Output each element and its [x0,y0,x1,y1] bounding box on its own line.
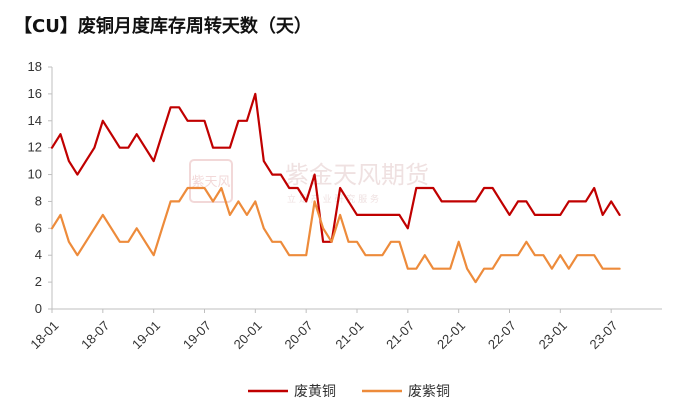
y-tick-label: 2 [35,274,42,289]
x-tick-label: 23-01 [536,318,570,352]
x-tick-label: 19-01 [129,318,163,352]
series-line-copper [50,186,621,284]
x-tick-label: 22-01 [434,318,468,352]
y-tick-label: 12 [28,140,42,155]
y-tick-label: 14 [28,113,42,128]
x-tick-label: 18-07 [78,318,112,352]
watermark-company: 紫金天风期货 [285,161,429,189]
watermark-logo-frame [189,159,233,203]
x-tick-label: 23-07 [587,318,621,352]
y-tick-label: 6 [35,220,42,235]
y-axis-ticks: 0 2 4 6 8 10 12 14 16 18 [28,59,52,316]
x-tick-label: 20-07 [282,318,316,352]
watermark-subtitle: 立 足 产 业 研 究 服 务 [287,193,379,205]
legend: 废黄铜 废紫铜 [248,383,450,400]
x-tick-label: 22-07 [485,318,519,352]
legend-label-brass: 废黄铜 [294,383,336,400]
watermark: 紫天风 紫金天风期货 立 足 产 业 研 究 服 务 [189,159,429,205]
y-tick-label: 18 [28,59,42,74]
y-tick-label: 10 [28,167,42,182]
x-tick-label: 19-07 [180,318,214,352]
series-line-brass [50,92,621,243]
watermark-logo-text: 紫天风 [191,175,230,190]
y-tick-label: 4 [35,247,42,262]
x-tick-label: 21-07 [383,318,417,352]
y-tick-label: 0 [35,301,42,316]
chart-title: 【CU】废铜月度库存周转天数（天） [14,16,312,37]
y-tick-label: 8 [35,193,42,208]
x-tick-label: 20-01 [231,318,265,352]
x-axis-ticks: 18-01 18-07 19-01 19-07 20-01 20-07 21-01 21-07… [27,309,621,352]
x-tick-label: 21-01 [332,318,366,352]
series-lines [50,92,621,284]
x-tick-label: 18-01 [27,318,61,352]
y-tick-label: 16 [28,86,42,101]
legend-label-copper: 废紫铜 [408,384,450,400]
